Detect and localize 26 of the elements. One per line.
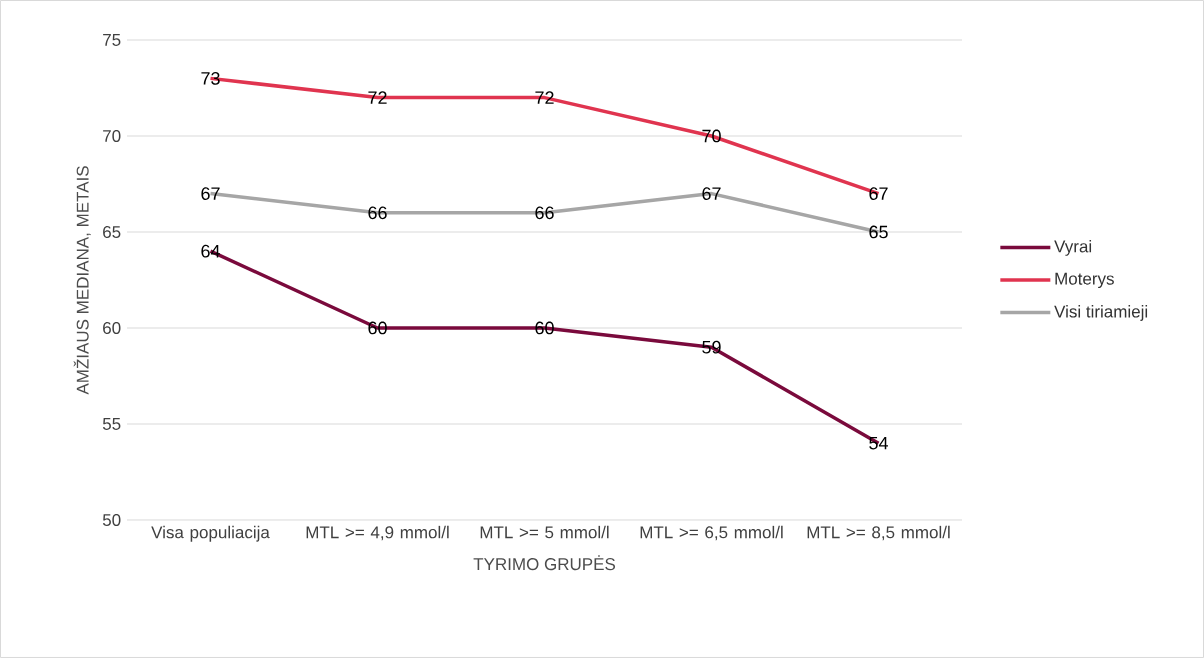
data-label: 54 bbox=[869, 436, 888, 450]
x-axis-title: TYRIMO GRUPĖS bbox=[473, 555, 616, 571]
x-tick-label: MTL >= 4,9 mmol/l bbox=[306, 525, 449, 541]
x-tick-label: MTL >= 6,5 mmol/l bbox=[640, 525, 783, 541]
x-tick-label: MTL >= 5 mmol/l bbox=[480, 525, 609, 539]
data-label: 67 bbox=[702, 187, 721, 200]
y-axis-title: AMŽIAUS MEDIANA, METAIS bbox=[73, 166, 91, 395]
data-label: 67 bbox=[869, 187, 888, 200]
data-label: 66 bbox=[368, 206, 387, 220]
y-tick-label: 55 bbox=[102, 418, 121, 430]
y-tick-label: 50 bbox=[102, 513, 121, 527]
data-label: 67 bbox=[201, 187, 220, 200]
y-tick-label: 60 bbox=[103, 321, 121, 335]
y-tick-label: 70 bbox=[103, 129, 121, 143]
y-tick-label: 75 bbox=[103, 34, 121, 46]
y-tick-label: 65 bbox=[103, 225, 121, 239]
data-label: 73 bbox=[201, 72, 220, 85]
data-label: 64 bbox=[201, 244, 220, 258]
legend-label: Vyrai bbox=[1054, 240, 1092, 256]
x-tick-label: MTL >= 8,5 mmol/l bbox=[807, 525, 950, 541]
data-label: 66 bbox=[535, 206, 554, 220]
data-label: 70 bbox=[702, 129, 721, 143]
legend-label: Visi tiriamieji bbox=[1054, 305, 1148, 321]
legend-label: Moterys bbox=[1055, 272, 1114, 289]
x-tick-label: Visa populiacija bbox=[151, 525, 270, 542]
data-label: 65 bbox=[869, 225, 888, 239]
